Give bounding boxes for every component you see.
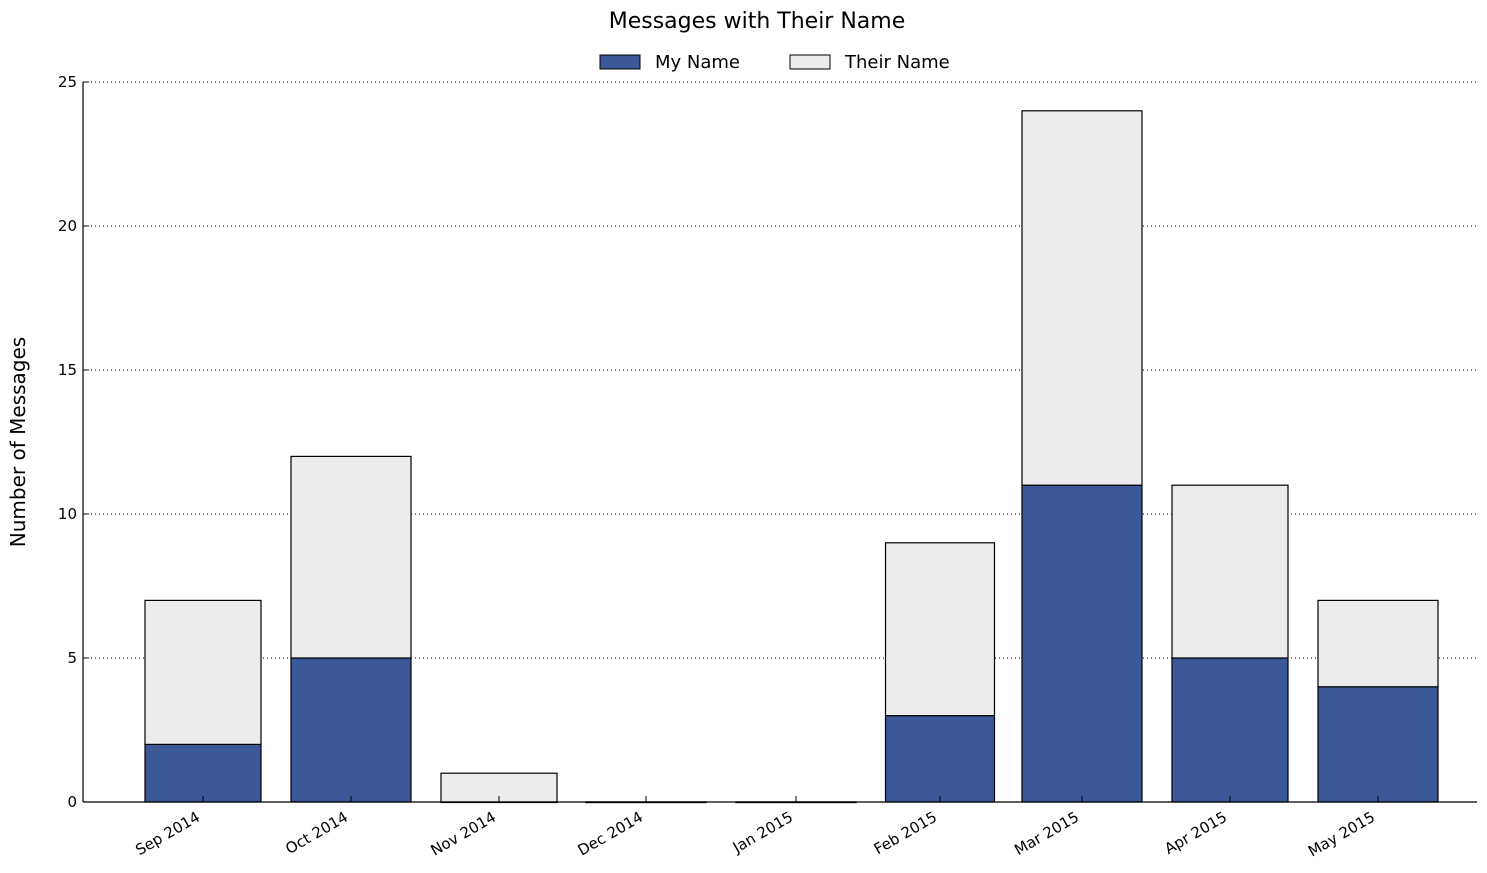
x-tick-label: Dec 2014 [575,808,646,860]
x-tick-label: Jan 2015 [729,808,796,857]
bar-their-name [1171,484,1289,659]
bar-their-name [144,599,262,746]
bar-my-name [884,714,996,803]
legend-label: Their Name [844,52,950,73]
x-tick-label: Nov 2014 [427,808,499,860]
x-tick-label: Sep 2014 [132,808,203,859]
axes [82,82,1477,803]
y-tick-label: 20 [58,217,77,235]
y-tick-label: 10 [58,505,77,523]
bar-my-name [1317,686,1439,803]
x-tick-label: May 2015 [1305,808,1378,861]
x-tick-label: Apr 2015 [1161,808,1230,858]
bar-their-name [884,542,996,717]
bar-my-name [290,657,412,803]
legend-label: My Name [655,52,740,73]
y-tick-label: 15 [58,361,77,379]
x-tick-label: Feb 2015 [871,808,940,858]
legend-swatch [599,54,641,70]
x-tick-label: Mar 2015 [1011,808,1082,859]
bar-their-name [1317,599,1439,688]
y-axis-label: Number of Messages [6,337,30,547]
bar-my-name [1021,484,1143,803]
bar-my-name [144,743,262,803]
legend-swatch [789,54,831,70]
x-tick-label: Oct 2014 [282,808,351,858]
bars [144,110,1439,804]
y-tick-label: 0 [67,793,77,811]
chart-title: Messages with Their Name [609,9,906,34]
legend: My Name Their Name [599,52,950,73]
bar-their-name [290,455,412,659]
y-ticks: 0 5 10 15 20 25 [58,73,89,811]
y-tick-label: 25 [58,73,77,91]
y-tick-label: 5 [67,649,77,667]
bar-their-name [1021,110,1143,486]
bar-my-name [1171,657,1289,803]
x-ticks: Sep 2014 Oct 2014 Nov 2014 Dec 2014 Jan 2015… [132,796,1379,861]
